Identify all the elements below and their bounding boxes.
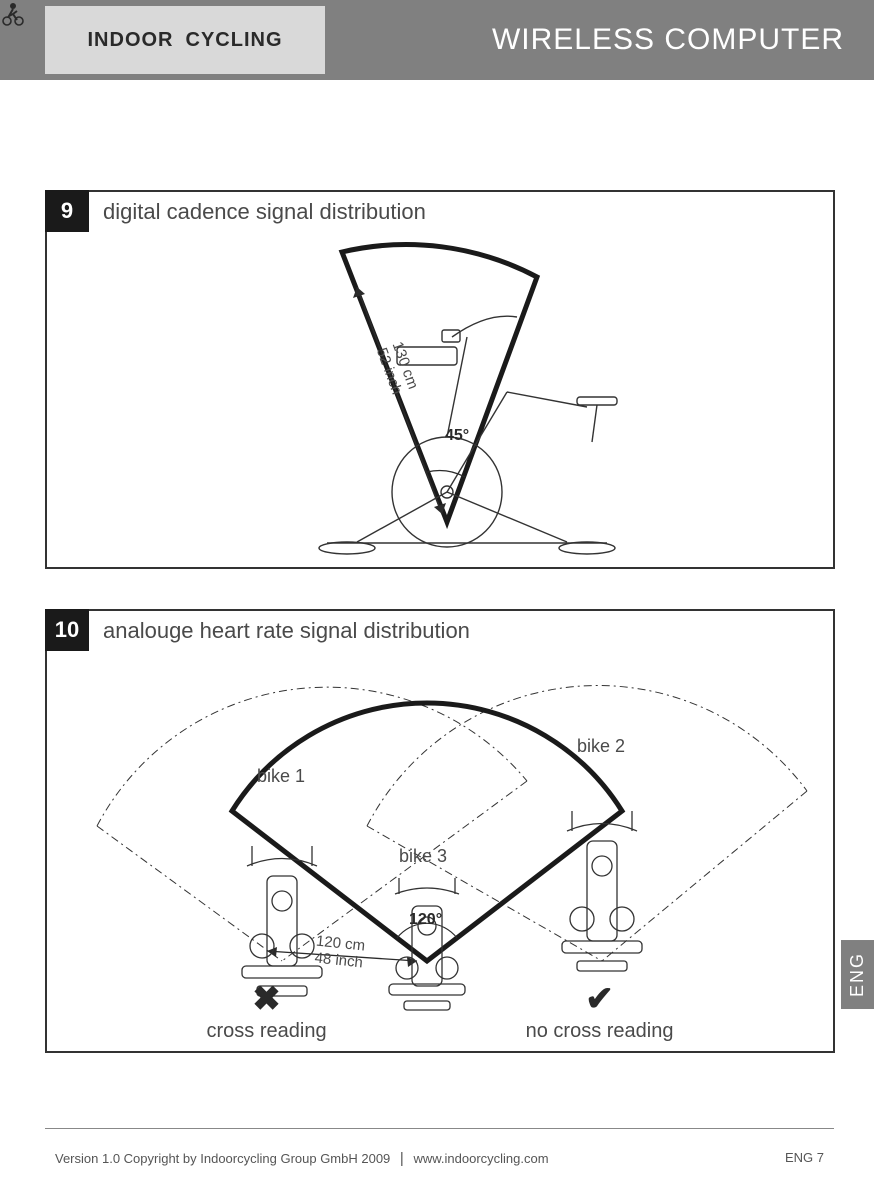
footer-url: www.indoorcycling.com (413, 1151, 548, 1166)
header-bar: INDOOR CYCLING WIRELESS COMPUTER (0, 0, 874, 80)
result-row: ✖ cross reading ✔ no cross reading (47, 982, 833, 1043)
panel-number: 9 (45, 190, 89, 232)
cross-icon: ✖ (252, 982, 281, 1016)
dimension-label-2: 120 cm 48 inch (313, 934, 365, 972)
panel-header: 9 digital cadence signal distribution (47, 192, 833, 232)
result-nocross: ✔ no cross reading (526, 982, 674, 1043)
footer: Version 1.0 Copyright by Indoorcycling G… (55, 1150, 824, 1167)
panel-body: bike 1 bike 2 bike 3 120 cm 48 inch 120°… (47, 651, 833, 1051)
result-cross: ✖ cross reading (207, 982, 327, 1043)
page-title: WIRELESS COMPUTER (492, 23, 844, 57)
bike3-label: bike 3 (399, 846, 447, 867)
panel-title: analouge heart rate signal distribution (89, 611, 470, 651)
footer-left: Version 1.0 Copyright by Indoorcycling G… (55, 1150, 549, 1167)
angle-label: 45° (445, 427, 469, 445)
cross-label: cross reading (207, 1020, 327, 1043)
logo-text-right: CYCLING (186, 29, 283, 52)
panel-body: 130 cm 52 inch 45° (47, 232, 833, 567)
footer-page: ENG 7 (785, 1150, 824, 1167)
bike2-label: bike 2 (577, 736, 625, 757)
panel-header: 10 analouge heart rate signal distributi… (47, 611, 833, 651)
check-icon: ✔ (585, 982, 614, 1016)
language-tab: ENG (841, 940, 874, 1009)
brand-logo: INDOOR CYCLING (45, 6, 325, 74)
panel-number: 10 (45, 609, 89, 651)
footer-copyright: Version 1.0 Copyright by Indoorcycling G… (55, 1151, 390, 1166)
panel-digital-cadence: 9 digital cadence signal distribution (45, 190, 835, 569)
cadence-diagram (47, 232, 837, 567)
angle-label-2: 120° (409, 911, 442, 929)
logo-text-left: INDOOR (88, 29, 174, 52)
nocross-label: no cross reading (526, 1020, 674, 1043)
footer-separator: | (400, 1150, 404, 1167)
panel-heartrate: 10 analouge heart rate signal distributi… (45, 609, 835, 1053)
footer-divider (45, 1128, 834, 1129)
content-area: 9 digital cadence signal distribution (0, 80, 874, 1053)
panel-title: digital cadence signal distribution (89, 192, 426, 232)
bike1-label: bike 1 (257, 766, 305, 787)
